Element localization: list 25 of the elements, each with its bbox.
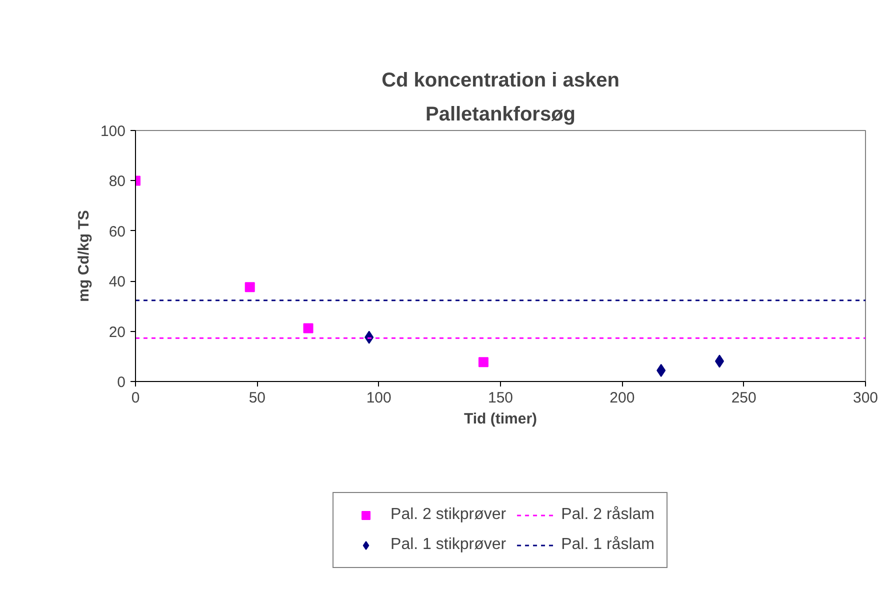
y-tick-label: 80 — [108, 173, 126, 190]
point — [656, 364, 666, 377]
point — [303, 323, 314, 334]
y-tick-label: 60 — [108, 223, 126, 240]
y-tick-label: 40 — [108, 274, 126, 291]
x-axis-title: Tid (timer) — [464, 410, 538, 428]
y-tick-label: 100 — [100, 123, 126, 140]
x-tick-label: 150 — [488, 390, 514, 406]
x-tick-label: 50 — [248, 390, 266, 406]
chart-subtitle: Palletankforsøg — [425, 104, 576, 126]
legend-label: Pal. 1 råslam — [561, 536, 654, 554]
legend-label: Pal. 1 stikprøver — [390, 536, 506, 554]
chart-title: Cd koncentration i asken — [382, 70, 620, 92]
x-tick-label: 250 — [731, 390, 756, 406]
x-tick-label: 200 — [610, 390, 635, 406]
x-tick-label: 100 — [366, 390, 392, 406]
x-tick-label: 0 — [131, 390, 140, 406]
point — [244, 282, 255, 292]
legend-label: Pal. 2 råslam — [561, 506, 654, 524]
point — [478, 357, 488, 368]
x-tick-label: 300 — [852, 390, 878, 406]
y-axis-title: mg Cd/kg TS — [75, 210, 92, 302]
legend-label: Pal. 2 stikprøver — [390, 506, 506, 524]
y-tick-label: 0 — [117, 374, 126, 391]
y-tick-label: 20 — [108, 324, 126, 341]
